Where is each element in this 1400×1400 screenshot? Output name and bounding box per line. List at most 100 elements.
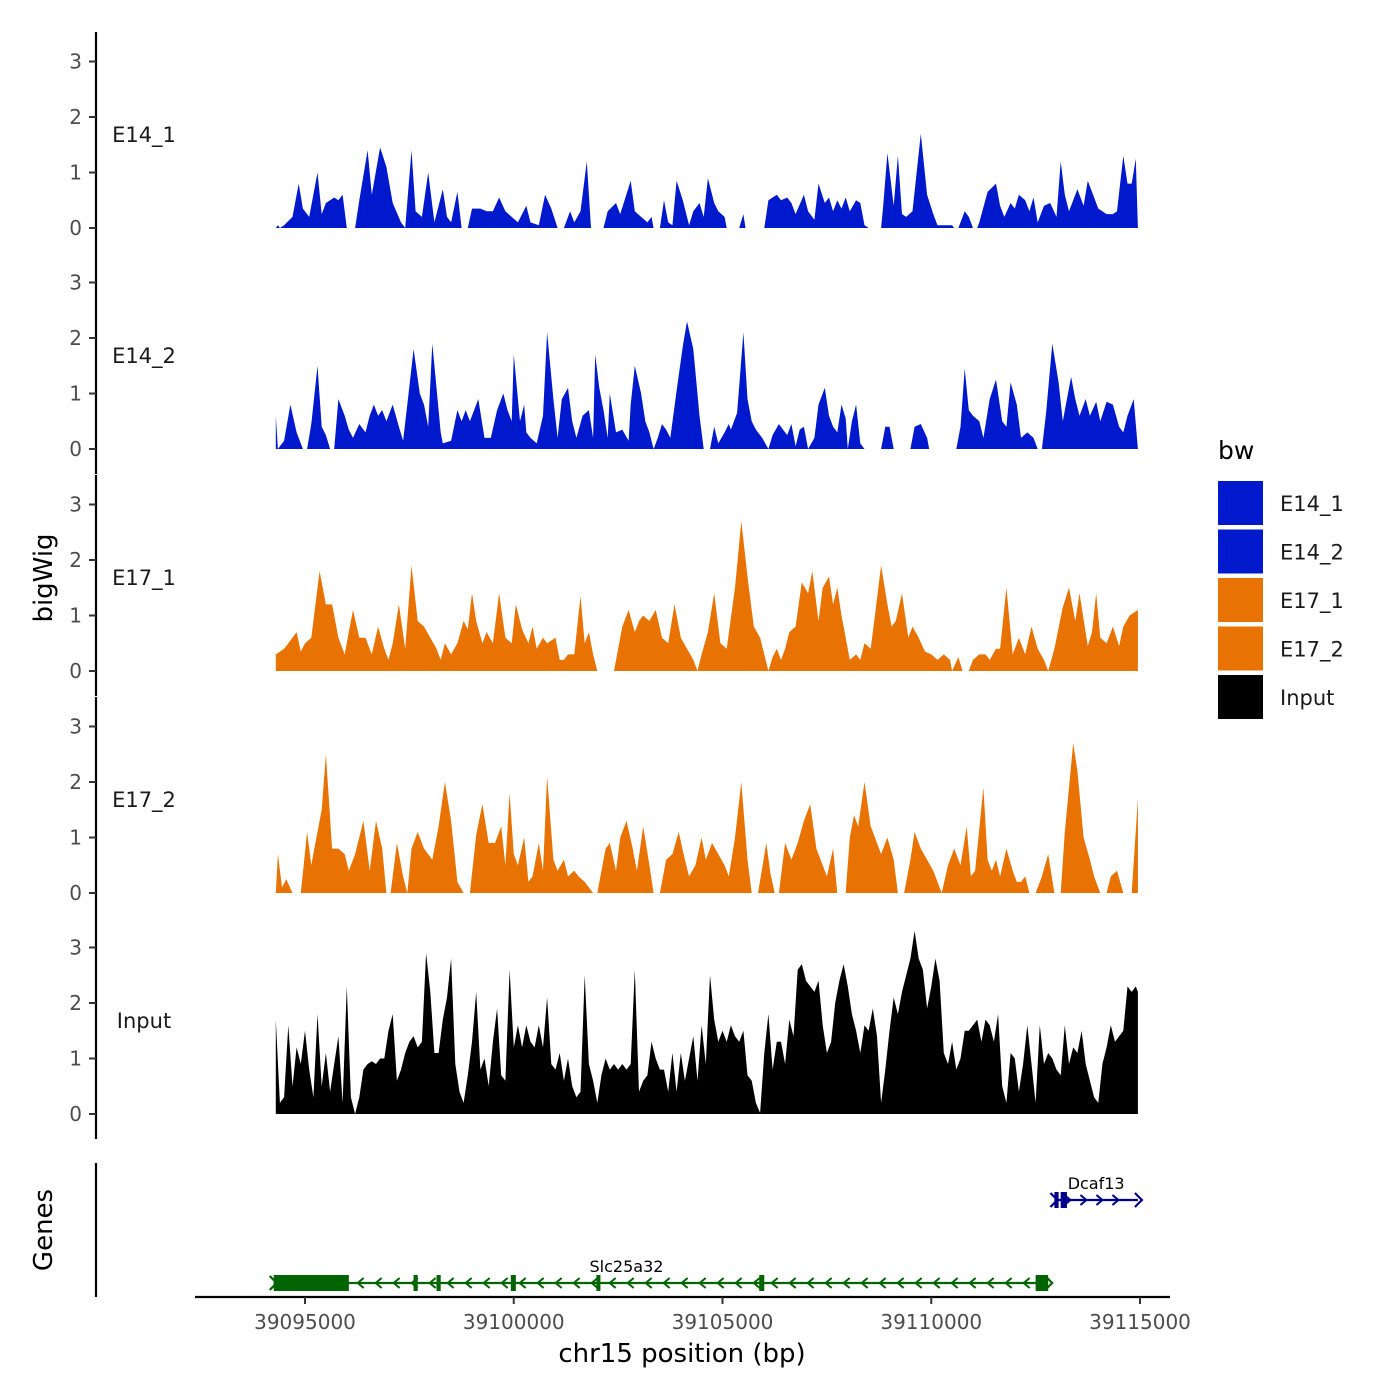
legend-swatch-e14-2: [1218, 529, 1263, 574]
strand-arrow: [770, 1277, 779, 1289]
gene-end-cap: [268, 1275, 279, 1291]
strand-arrow: [788, 1277, 797, 1289]
gene-end-cap: [1049, 1192, 1059, 1208]
gene-slc25a32: Slc25a32: [268, 1257, 1054, 1291]
y-tick-label: 0: [69, 1102, 82, 1126]
gene-end-cap: [1134, 1192, 1144, 1208]
legend-label: E17_2: [1280, 638, 1344, 663]
track-label: E14_1: [112, 123, 176, 148]
y-tick-label: 0: [69, 659, 82, 683]
gene-exon: [273, 1275, 349, 1291]
track-e17-2: 0 1 2 3 E17_2: [69, 697, 1138, 918]
x-tick-label: 39110000: [880, 1310, 982, 1334]
coverage-area-e14-1: [275, 133, 1138, 228]
gene-exon: [1035, 1275, 1049, 1291]
strand-arrow: [392, 1277, 401, 1289]
gene-exon: [436, 1275, 441, 1291]
strand-arrow: [536, 1277, 545, 1289]
legend-title: bw: [1218, 436, 1254, 465]
gene-label: Slc25a32: [590, 1257, 664, 1276]
gene-exon: [510, 1275, 516, 1291]
strand-arrow: [554, 1277, 563, 1289]
legend-swatch-input: [1218, 675, 1263, 719]
legend-swatch-e17-1: [1218, 578, 1263, 622]
x-tick-label: 39100000: [463, 1310, 565, 1334]
gene-exon: [413, 1275, 418, 1291]
y-tick-label: 2: [69, 548, 82, 572]
y-tick-label: 1: [69, 604, 82, 628]
strand-arrow: [860, 1277, 869, 1289]
coverage-area-e14-2: [275, 321, 1138, 449]
y-tick-label: 0: [69, 881, 82, 905]
y-tick-label: 3: [69, 715, 82, 739]
strand-arrow: [428, 1277, 437, 1289]
strand-arrow: [626, 1277, 635, 1289]
y-tick-label: 3: [69, 936, 82, 960]
strand-arrow: [446, 1277, 455, 1289]
strand-arrow: [824, 1277, 833, 1289]
strand-arrow: [986, 1277, 995, 1289]
strand-arrow: [716, 1277, 725, 1289]
coverage-area-e17-2: [275, 743, 1138, 893]
y-axis-title-genes: Genes: [29, 1189, 59, 1271]
legend-swatch-e17-2: [1218, 626, 1263, 671]
strand-arrow: [590, 1277, 599, 1289]
strand-arrow: [374, 1277, 383, 1289]
y-tick-label: 1: [69, 826, 82, 850]
gene-exon: [596, 1275, 601, 1291]
gene-label: Dcaf13: [1068, 1174, 1125, 1193]
strand-arrow: [680, 1277, 689, 1289]
y-tick-label: 2: [69, 326, 82, 350]
legend-label: Input: [1280, 686, 1334, 710]
strand-arrow: [572, 1277, 581, 1289]
y-tick-label: 1: [69, 382, 82, 406]
strand-arrow: [752, 1277, 761, 1289]
strand-arrow: [968, 1277, 977, 1289]
track-label: E14_2: [112, 344, 176, 369]
strand-arrow: [1095, 1194, 1104, 1206]
strand-arrow: [608, 1277, 617, 1289]
x-axis: 39095000 39100000 39105000 39110000 39115000: [195, 1295, 1191, 1334]
strand-arrow: [734, 1277, 743, 1289]
strand-arrow: [950, 1277, 959, 1289]
strand-arrow: [842, 1277, 851, 1289]
strand-arrow: [356, 1277, 365, 1289]
y-tick-label: 0: [69, 216, 82, 240]
track-e17-1: 0 1 2 3 E17_1: [69, 475, 1138, 696]
strand-arrow: [914, 1277, 923, 1289]
strand-arrow: [878, 1277, 887, 1289]
x-tick-label: 39115000: [1089, 1310, 1191, 1334]
strand-arrow: [932, 1277, 941, 1289]
legend: bw E14_1 E14_2 E17_1 E17_2 Input: [1218, 436, 1344, 719]
tracks-panel: 0 1 2 3 E14_1 0 1 2 3 E14_2 0 1 2 3 E17_1 0 1 2 3 E17_2 0 1 2 3…: [69, 32, 1138, 1139]
coverage-area-input: [275, 930, 1138, 1114]
strand-arrow: [1111, 1194, 1120, 1206]
strand-arrow: [644, 1277, 653, 1289]
y-tick-label: 2: [69, 770, 82, 794]
strand-arrow: [698, 1277, 707, 1289]
track-e14-1: 0 1 2 3 E14_1: [69, 32, 1138, 253]
strand-arrow: [518, 1277, 527, 1289]
x-axis-title: chr15 position (bp): [558, 1339, 805, 1369]
legend-label: E14_1: [1280, 492, 1344, 517]
track-input: 0 1 2 3 Input: [69, 918, 1138, 1139]
coverage-area-e17-1: [275, 521, 1138, 671]
y-tick-label: 3: [69, 271, 82, 295]
genes-panel: Slc25a32 Dcaf13: [94, 1163, 1144, 1297]
y-tick-label: 2: [69, 991, 82, 1015]
strand-arrow: [896, 1277, 905, 1289]
strand-arrow: [482, 1277, 491, 1289]
track-label: E17_2: [112, 788, 176, 813]
strand-arrow: [662, 1277, 671, 1289]
y-axis-title-bigwig: bigWig: [29, 533, 59, 622]
strand-arrow: [464, 1277, 473, 1289]
y-tick-label: 1: [69, 1047, 82, 1071]
y-tick-label: 3: [69, 493, 82, 517]
strand-arrow: [500, 1277, 509, 1289]
gene-exon: [759, 1275, 765, 1291]
y-tick-label: 1: [69, 161, 82, 185]
track-label: E17_1: [112, 566, 176, 591]
strand-arrow: [1079, 1194, 1088, 1206]
strand-arrow: [806, 1277, 815, 1289]
y-tick-label: 3: [69, 50, 82, 74]
